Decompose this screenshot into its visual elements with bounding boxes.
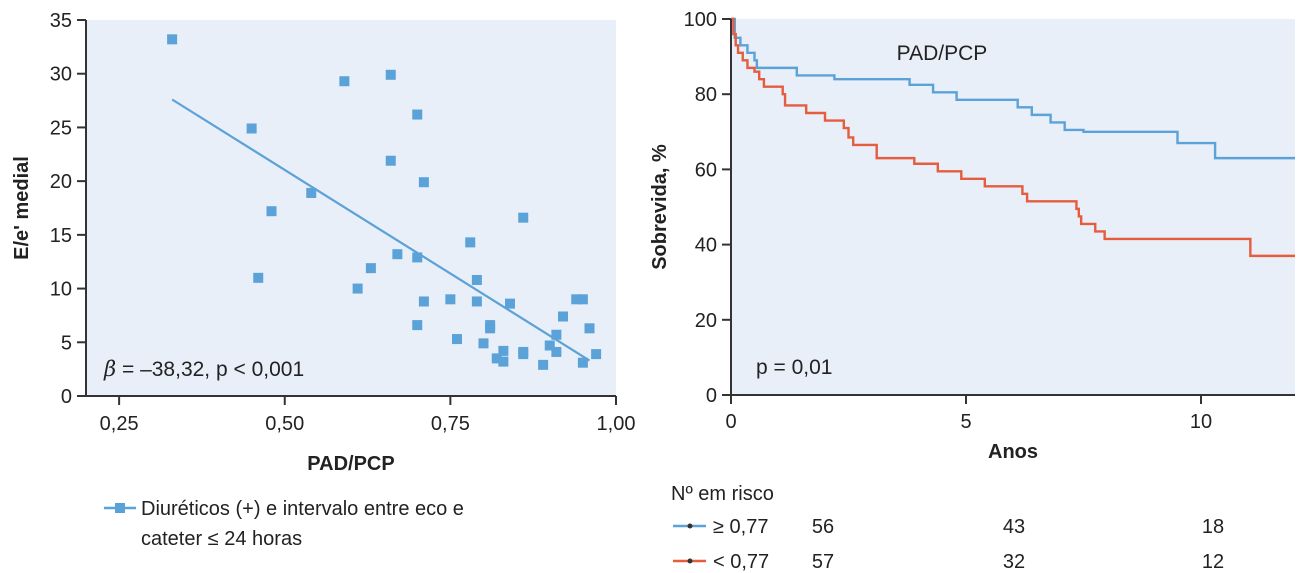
x-tick-label: 0 — [725, 411, 736, 433]
data-point — [491, 353, 502, 364]
scatter-axes — [85, 20, 616, 397]
data-point — [266, 206, 277, 217]
data-point — [306, 187, 317, 198]
data-point — [418, 177, 429, 188]
scatter-stats-text: = –38,32, p < 0,001 — [116, 358, 304, 381]
data-point — [392, 249, 403, 260]
risk-row-value: 43 — [1003, 516, 1025, 538]
risk-row-value: 12 — [1202, 551, 1224, 573]
x-tick-label: 0,25 — [100, 413, 139, 435]
data-point — [167, 34, 178, 45]
risk-row-label: ≥ 0,77 — [713, 516, 768, 538]
risk-row-value: 18 — [1202, 516, 1224, 538]
data-point — [518, 212, 529, 223]
survival-x-axis-label: Anos — [988, 441, 1038, 463]
data-point — [498, 356, 509, 367]
regression-line — [171, 98, 591, 362]
y-tick-label: 0 — [61, 386, 72, 408]
survival-chart: 0 20 40 60 80 100 0 5 10 PAD/PCP p = 0,01 Anos S… — [649, 9, 1295, 573]
data-point — [452, 334, 462, 345]
survival-plot-area — [731, 19, 1295, 395]
survival-plot-title: PAD/PCP — [897, 42, 988, 65]
x-tick-label: 5 — [960, 411, 971, 433]
y-tick-label: 10 — [50, 279, 72, 301]
data-point — [577, 294, 588, 305]
regression-fit-line — [171, 98, 591, 362]
risk-row-label: < 0,77 — [713, 551, 769, 573]
data-point — [544, 340, 555, 351]
y-tick-label: 60 — [695, 159, 717, 181]
y-tick-label: 40 — [695, 235, 717, 257]
data-point — [412, 252, 423, 263]
data-point — [385, 155, 396, 166]
data-point — [485, 323, 496, 334]
data-point — [246, 123, 257, 134]
risk-row-marker — [687, 558, 693, 564]
y-tick-label: 20 — [695, 310, 717, 332]
data-point — [551, 346, 562, 357]
data-point — [253, 272, 264, 283]
data-point — [465, 237, 476, 248]
scatter-points — [167, 34, 602, 370]
data-point — [478, 338, 489, 349]
y-tick-label: 20 — [50, 171, 72, 193]
risk-table: Nº em risco ≥ 0,77 56 43 18 < 0,77 57 32 12 — [671, 483, 1224, 573]
data-point — [498, 345, 509, 356]
x-tick-label: 10 — [1190, 411, 1212, 433]
data-point — [577, 357, 588, 368]
scatter-x-axis-label: PAD/PCP — [307, 453, 394, 475]
scatter-ticks: 0 5 10 15 20 25 30 35 0,25 0,50 0,75 1,00 — [50, 10, 636, 435]
data-point — [505, 298, 515, 309]
legend-label: Diuréticos (+) e intervalo entre eco e c… — [141, 498, 470, 550]
risk-row-value: 32 — [1003, 551, 1025, 573]
risk-row-value: 57 — [812, 551, 834, 573]
data-point — [352, 283, 363, 294]
data-point — [418, 296, 429, 307]
y-tick-label: 30 — [50, 64, 72, 86]
y-tick-label: 25 — [50, 117, 72, 139]
survival-curve-low — [731, 17, 1295, 258]
scatter-plot-area — [86, 20, 616, 396]
data-point — [571, 294, 582, 305]
data-point — [591, 349, 602, 360]
data-point — [445, 294, 456, 305]
x-tick-label: 0,50 — [265, 413, 304, 435]
scatter-legend: Diuréticos (+) e intervalo entre eco e c… — [104, 498, 470, 550]
survival-curve-high — [731, 17, 1295, 160]
survival-p-value: p = 0,01 — [756, 356, 832, 379]
data-point — [584, 323, 595, 334]
data-point — [518, 349, 529, 360]
scatter-chart: 0 5 10 15 20 25 30 35 0,25 0,50 0,75 1,00 PAD/PCP E… — [11, 10, 635, 550]
data-point — [471, 296, 482, 307]
data-point — [385, 69, 396, 80]
risk-table-title: Nº em risco — [671, 483, 774, 505]
data-point — [412, 320, 423, 331]
data-point — [339, 76, 350, 87]
data-point — [365, 263, 376, 274]
risk-row-marker — [687, 523, 693, 529]
data-point — [538, 359, 549, 370]
legend-square-marker — [115, 503, 125, 513]
data-point — [558, 311, 568, 322]
y-tick-label: 15 — [50, 225, 72, 247]
y-tick-label: 5 — [61, 332, 72, 354]
risk-row-value: 56 — [812, 516, 834, 538]
survival-ticks: 0 20 40 60 80 100 0 5 10 — [684, 9, 1213, 433]
survival-curves — [731, 17, 1295, 258]
scatter-y-axis-label: E/e' medial — [11, 156, 33, 260]
y-tick-label: 80 — [695, 84, 717, 106]
scatter-stats-annotation: β = –38,32, p < 0,001 — [103, 357, 304, 381]
data-point — [412, 109, 423, 120]
survival-y-axis-label: Sobrevida, % — [649, 144, 671, 270]
y-tick-label: 100 — [684, 9, 717, 31]
y-tick-label: 0 — [706, 385, 717, 407]
x-tick-label: 1,00 — [597, 413, 636, 435]
x-tick-label: 0,75 — [431, 413, 470, 435]
data-point — [551, 329, 562, 340]
y-tick-label: 35 — [50, 10, 72, 32]
data-point — [471, 274, 482, 285]
